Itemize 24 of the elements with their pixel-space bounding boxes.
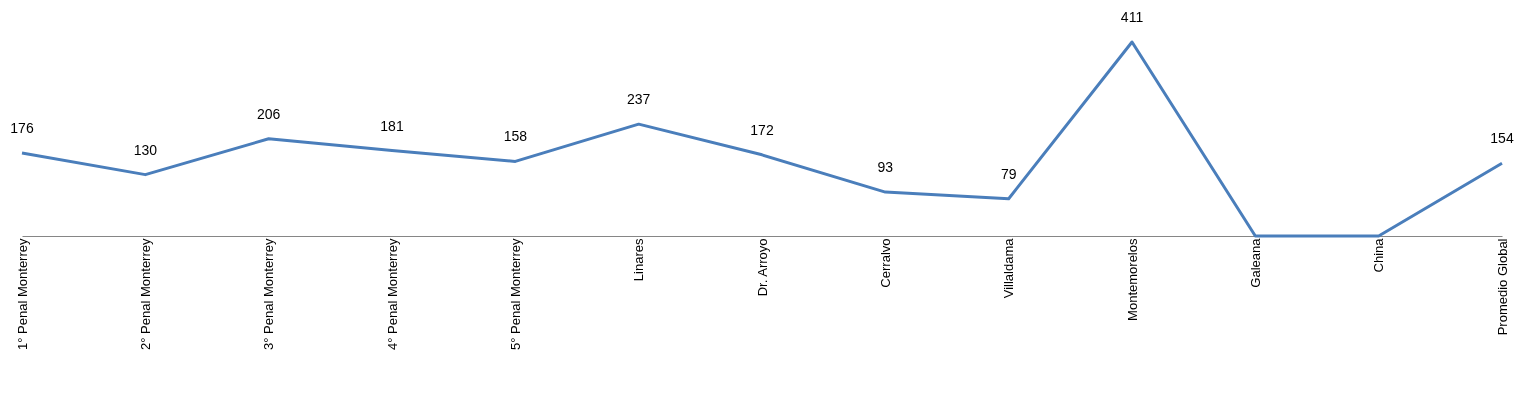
x-tick-label: Dr. Arroyo — [754, 238, 770, 297]
x-tick-label: 2° Penal Monterrey — [137, 238, 153, 350]
data-label: 176 — [10, 119, 34, 136]
x-tick-label: Linares — [631, 238, 647, 282]
data-label: 154 — [1490, 130, 1514, 147]
data-label: 130 — [133, 141, 158, 158]
data-label: 172 — [750, 121, 774, 138]
data-label: 181 — [380, 117, 404, 134]
data-label: 93 — [877, 159, 894, 176]
x-tick-label: Promedio Global — [1494, 238, 1510, 336]
x-tick-label: Cerralvo — [877, 238, 893, 288]
data-label: 237 — [626, 91, 651, 108]
data-label: 206 — [256, 105, 281, 122]
x-tick-label: Galeana — [1247, 237, 1263, 288]
x-tick-label: 3° Penal Monterrey — [261, 238, 277, 350]
x-tick-label: 4° Penal Monterrey — [384, 238, 400, 350]
x-tick-label: China — [1371, 237, 1387, 273]
data-label: 79 — [1000, 165, 1017, 182]
x-tick-label: 5° Penal Monterrey — [507, 238, 523, 350]
data-label: 411 — [1120, 9, 1144, 26]
x-tick-label: 1° Penal Monterrey — [14, 238, 30, 350]
x-tick-label: Montemorelos — [1124, 238, 1140, 321]
data-label: 158 — [503, 128, 528, 145]
x-tick-label: Villaldama — [1001, 237, 1017, 299]
